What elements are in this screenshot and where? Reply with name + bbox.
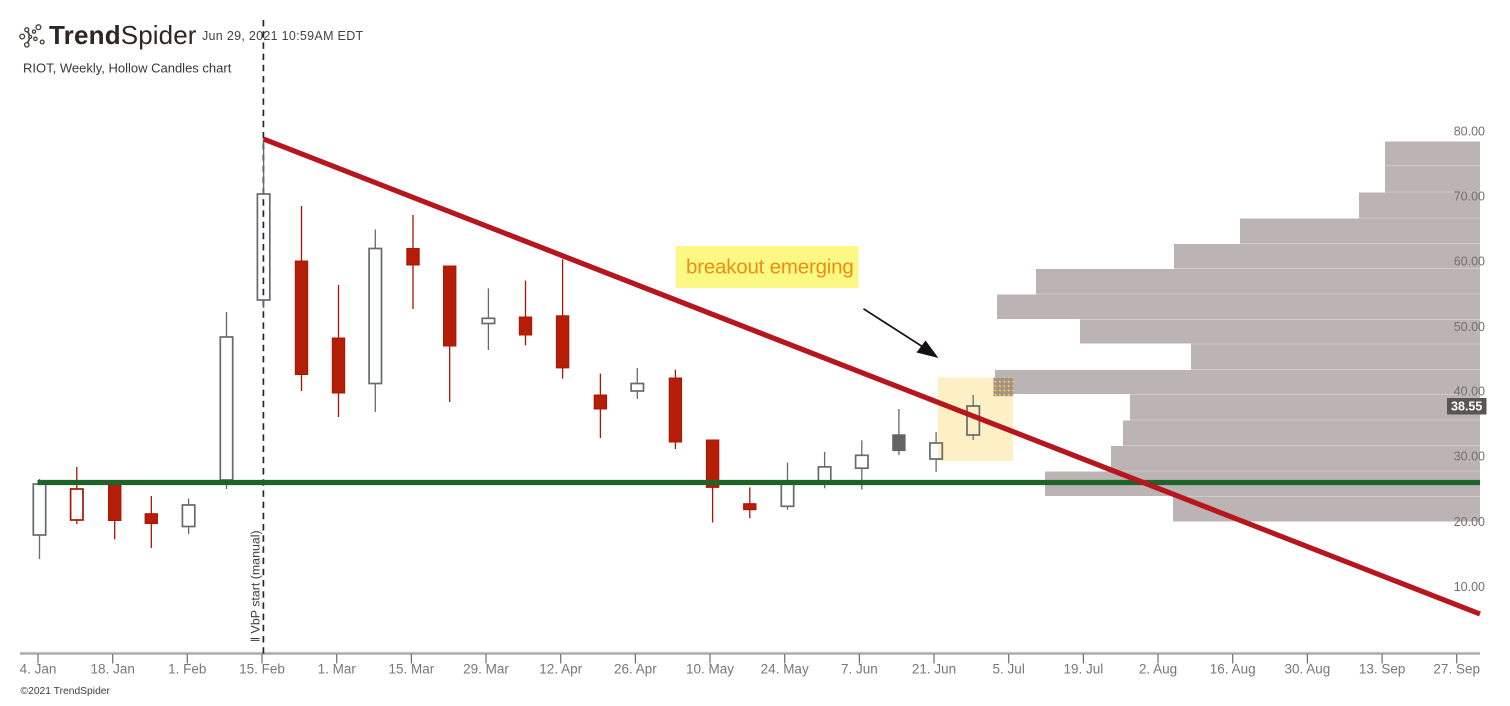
svg-text:21. Jun: 21. Jun xyxy=(912,662,956,677)
svg-text:1. Mar: 1. Mar xyxy=(318,662,357,677)
svg-text:©2021 TrendSpider: ©2021 TrendSpider xyxy=(21,686,111,697)
svg-text:Jun 29, 2021 10:59AM EDT: Jun 29, 2021 10:59AM EDT xyxy=(202,29,364,43)
svg-text:19. Jul: 19. Jul xyxy=(1064,662,1104,677)
svg-text:2. Aug: 2. Aug xyxy=(1139,662,1177,677)
svg-text:10.00: 10.00 xyxy=(1454,580,1485,594)
svg-text:18. Jan: 18. Jan xyxy=(91,662,135,677)
svg-text:40.00: 40.00 xyxy=(1454,385,1485,399)
svg-text:29. Mar: 29. Mar xyxy=(463,662,509,677)
svg-text:‖ VbP start (manual): ‖ VbP start (manual) xyxy=(249,530,263,642)
svg-text:4. Jan: 4. Jan xyxy=(20,662,57,677)
svg-text:30. Aug: 30. Aug xyxy=(1285,662,1331,677)
svg-text:38.55: 38.55 xyxy=(1451,400,1482,414)
svg-text:24. May: 24. May xyxy=(761,662,809,677)
svg-text:RIOT, Weekly, Hollow Candles c: RIOT, Weekly, Hollow Candles chart xyxy=(23,61,232,76)
svg-text:13. Sep: 13. Sep xyxy=(1359,662,1406,677)
svg-text:60.00: 60.00 xyxy=(1454,255,1485,269)
svg-text:15. Mar: 15. Mar xyxy=(389,662,435,677)
svg-text:26. Apr: 26. Apr xyxy=(614,662,657,677)
svg-text:1. Feb: 1. Feb xyxy=(168,662,206,677)
svg-text:15. Feb: 15. Feb xyxy=(239,662,285,677)
svg-text:27. Sep: 27. Sep xyxy=(1433,662,1480,677)
svg-text:80.00: 80.00 xyxy=(1454,125,1485,139)
svg-text:16. Aug: 16. Aug xyxy=(1210,662,1256,677)
svg-text:TrendSpider: TrendSpider xyxy=(49,20,197,50)
svg-text:12. Apr: 12. Apr xyxy=(539,662,582,677)
svg-text:70.00: 70.00 xyxy=(1454,190,1485,204)
svg-text:5. Jul: 5. Jul xyxy=(993,662,1025,677)
svg-text:breakout emerging: breakout emerging xyxy=(686,256,854,279)
svg-text:20.00: 20.00 xyxy=(1454,515,1485,529)
svg-text:30.00: 30.00 xyxy=(1454,450,1485,464)
svg-text:50.00: 50.00 xyxy=(1454,320,1485,334)
svg-text:7. Jun: 7. Jun xyxy=(841,662,878,677)
svg-text:10. May: 10. May xyxy=(686,662,734,677)
